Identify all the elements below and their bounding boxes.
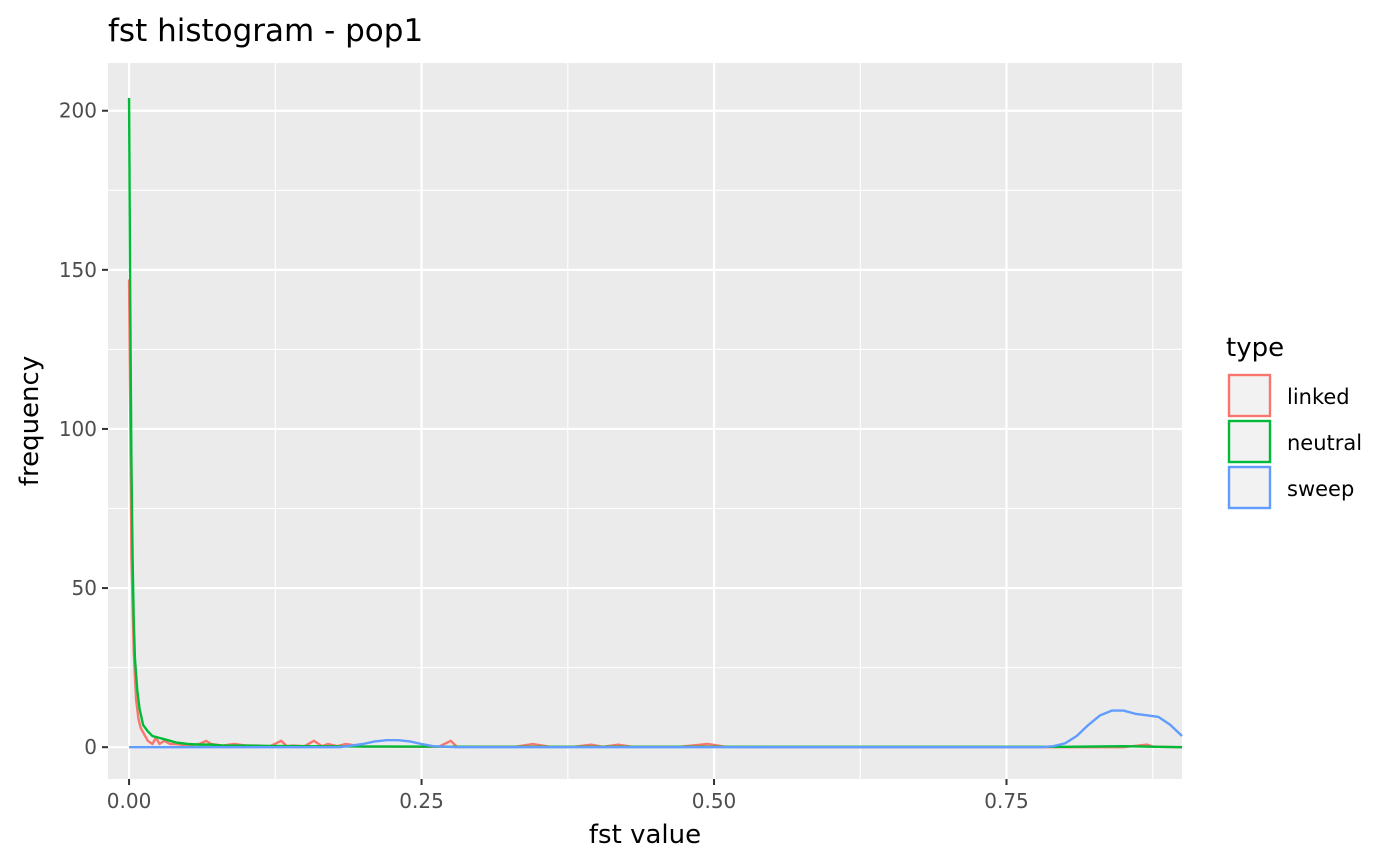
y-tick-label: 50: [72, 576, 97, 600]
series-lines: [127, 97, 1183, 749]
y-tick-label: 100: [59, 417, 97, 441]
y-axis: 0 50 100 150 200: [59, 99, 108, 759]
legend-key-sweep: [1227, 465, 1272, 510]
legend: type linked neutral sweep: [1226, 333, 1362, 510]
x-axis: 0.00 0.25 0.50 0.75: [107, 779, 1029, 813]
y-tick-label: 200: [59, 99, 97, 123]
y-tick-label: 150: [59, 258, 97, 282]
legend-key-neutral: [1227, 419, 1272, 464]
legend-label-sweep: sweep: [1287, 477, 1354, 501]
plot-panel: [108, 63, 1182, 779]
x-tick-label: 0.75: [984, 789, 1029, 813]
legend-label-neutral: neutral: [1287, 431, 1362, 455]
chart-title: fst histogram - pop1: [108, 13, 423, 49]
x-tick-label: 0.00: [107, 789, 152, 813]
x-tick-label: 0.50: [692, 789, 737, 813]
legend-title: type: [1226, 333, 1284, 363]
x-axis-title: fst value: [589, 820, 701, 850]
series-line-sweep: [129, 709, 1183, 749]
legend-key-linked: [1227, 373, 1272, 418]
legend-label-linked: linked: [1287, 385, 1350, 409]
y-axis-title: frequency: [15, 356, 45, 486]
y-tick-label: 0: [84, 735, 97, 759]
minor-gridlines: [108, 63, 1182, 779]
x-tick-label: 0.25: [399, 789, 444, 813]
